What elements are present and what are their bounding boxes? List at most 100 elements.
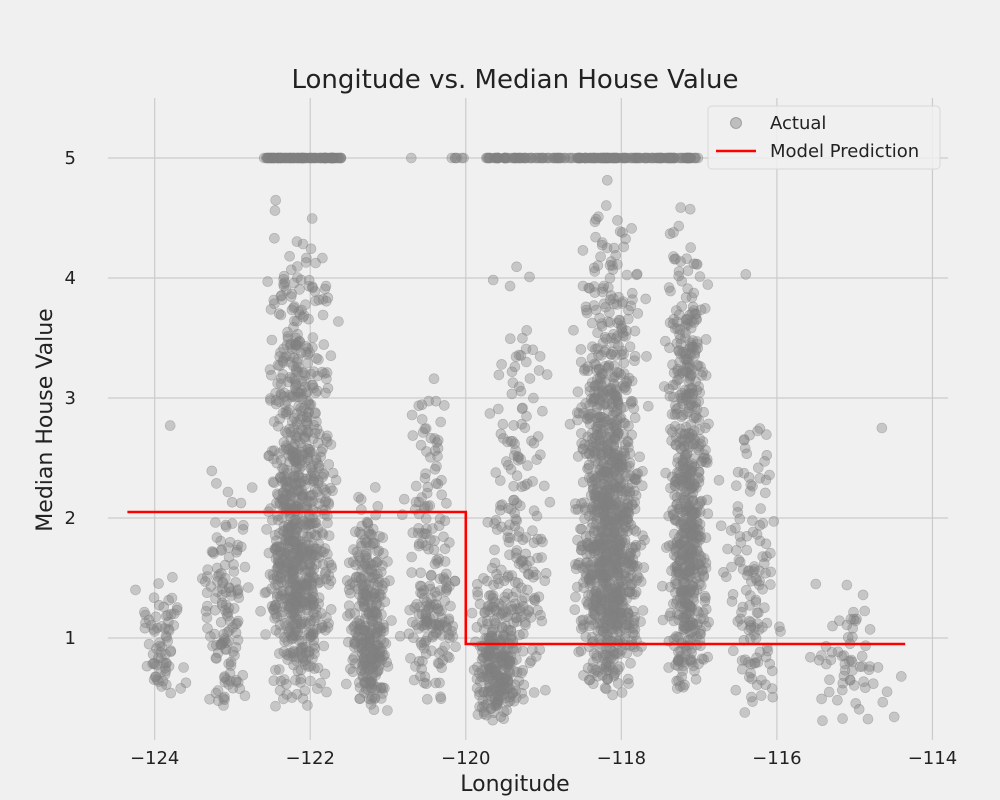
- scatter-point: [765, 566, 777, 578]
- scatter-point: [428, 373, 440, 385]
- scatter-point: [272, 420, 284, 432]
- scatter-point: [309, 543, 320, 554]
- scatter-point: [321, 367, 333, 378]
- scatter-point: [504, 656, 515, 667]
- scatter-point: [230, 577, 241, 588]
- scatter-point: [382, 705, 393, 716]
- scatter-point: [524, 271, 535, 283]
- scatter-point: [492, 573, 504, 585]
- scatter-point: [227, 622, 238, 633]
- scatter-point: [740, 269, 752, 280]
- scatter-point: [577, 280, 589, 292]
- scatter-point: [353, 571, 365, 583]
- scatter-point: [510, 586, 522, 598]
- scatter-point: [237, 669, 249, 681]
- scatter-point: [637, 605, 649, 616]
- scatter-point: [856, 650, 868, 662]
- scatter-point: [466, 607, 478, 619]
- scatter-point: [730, 480, 742, 492]
- scatter-point: [832, 646, 844, 658]
- scatter-point: [130, 584, 141, 596]
- scatter-point: [725, 525, 737, 536]
- scatter-point: [592, 388, 604, 399]
- scatter-point: [491, 605, 502, 617]
- scatter-point: [609, 567, 620, 578]
- scatter-point: [664, 342, 675, 354]
- scatter-point: [692, 338, 703, 350]
- scatter-point: [305, 152, 317, 164]
- scatter-point: [686, 292, 698, 303]
- scatter-point: [311, 683, 323, 694]
- scatter-point: [140, 609, 151, 621]
- scatter-point: [734, 513, 746, 525]
- scatter-point: [407, 430, 419, 441]
- scatter-point: [421, 619, 433, 630]
- scatter-point: [876, 422, 888, 434]
- scatter-point: [237, 524, 249, 535]
- scatter-point: [631, 269, 643, 281]
- scatter-point: [673, 266, 685, 277]
- scatter-point: [285, 291, 297, 303]
- scatter-point: [679, 640, 691, 652]
- scatter-point: [471, 673, 483, 685]
- scatter-point: [681, 461, 693, 473]
- scatter-point: [272, 514, 284, 526]
- scatter-point: [685, 152, 697, 164]
- x-tick-label: −114: [908, 748, 957, 769]
- scatter-point: [164, 420, 176, 431]
- scatter-point: [302, 531, 313, 543]
- scatter-point: [268, 675, 280, 687]
- scatter-point: [686, 548, 698, 559]
- scatter-point: [280, 351, 292, 362]
- scatter-point: [235, 497, 247, 509]
- scatter-point: [505, 624, 517, 636]
- scatter-point: [586, 542, 597, 553]
- scatter-point: [590, 231, 601, 243]
- scatter-point: [816, 693, 827, 705]
- scatter-point: [702, 651, 714, 663]
- scatter-point: [528, 505, 540, 517]
- scatter-point: [670, 400, 681, 412]
- scatter-point: [570, 591, 581, 603]
- scatter-point: [274, 627, 285, 639]
- scatter-point: [220, 521, 232, 533]
- scatter-point: [577, 245, 589, 256]
- chart-title: Longitude vs. Median House Value: [291, 65, 738, 95]
- scatter-point: [568, 324, 579, 336]
- scatter-point: [683, 438, 694, 450]
- scatter-point: [432, 450, 443, 462]
- scatter-point: [516, 403, 528, 415]
- scatter-point: [740, 584, 752, 596]
- scatter-point: [372, 621, 384, 633]
- scatter-point: [231, 546, 242, 558]
- scatter-point: [692, 558, 704, 570]
- scatter-point: [685, 419, 697, 430]
- scatter-point: [355, 494, 367, 505]
- scatter-point: [411, 599, 423, 610]
- scatter-point: [292, 665, 304, 677]
- scatter-point: [265, 393, 276, 404]
- scatter-point: [614, 539, 626, 551]
- scatter-point: [300, 299, 311, 311]
- scatter-point: [317, 471, 328, 483]
- scatter-point: [280, 440, 292, 452]
- scatter-point: [494, 504, 506, 516]
- scatter-point: [425, 569, 437, 581]
- scatter-point: [506, 689, 517, 701]
- scatter-point: [264, 364, 276, 375]
- scatter-point: [296, 393, 307, 404]
- scatter-point: [275, 309, 287, 321]
- scatter-point: [519, 422, 531, 434]
- scatter-point: [513, 558, 525, 570]
- scatter-point: [416, 537, 428, 549]
- scatter-point: [259, 587, 271, 599]
- scatter-point: [686, 383, 698, 394]
- scatter-point: [410, 496, 422, 508]
- scatter-point: [439, 515, 451, 527]
- scatter-point: [611, 366, 623, 378]
- scatter-point: [674, 555, 686, 567]
- scatter-point: [320, 280, 332, 292]
- scatter-point: [450, 641, 461, 653]
- scatter-point: [736, 663, 748, 675]
- scatter-point: [458, 152, 469, 164]
